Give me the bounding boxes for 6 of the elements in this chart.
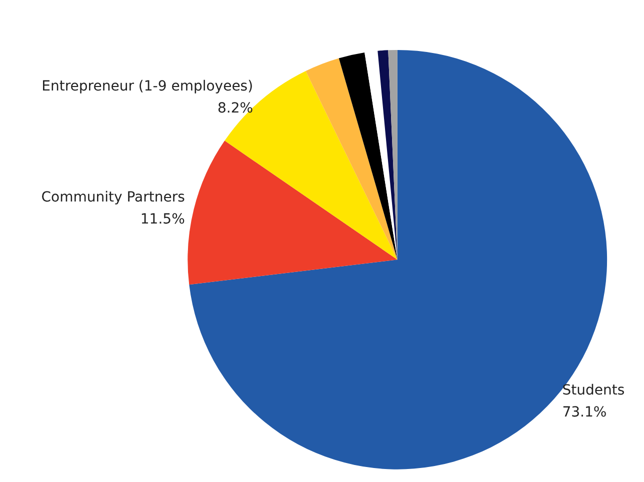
slice-label: Community Partners <box>41 189 185 206</box>
data-label: 8.2% <box>217 100 254 117</box>
slice-label: Entrepreneur (1-9 employees) <box>42 78 254 95</box>
data-label: 11.5% <box>140 211 185 228</box>
data-label: 73.1% <box>562 404 607 420</box>
slice-label: Students <box>562 382 625 398</box>
